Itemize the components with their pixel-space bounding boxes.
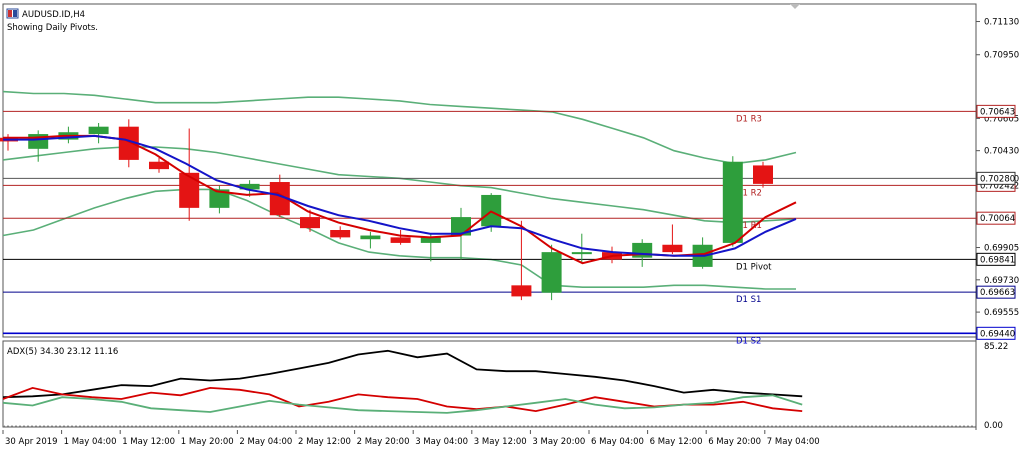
candle[interactable] [541, 244, 562, 301]
price-tag-label: 0.70643 [980, 107, 1015, 117]
envelope-band-1 [2, 90, 797, 165]
y-tick-label: 0.71130 [984, 18, 1019, 28]
x-tick-label: 1 May 04:00 [64, 437, 117, 447]
candle[interactable] [300, 209, 320, 232]
price-tag: 0.69440 [976, 326, 1016, 340]
pivot-label-d1-r2: D1 R2 [736, 188, 762, 198]
window-icon [6, 8, 19, 19]
current-price-tag: 0.70280 [976, 171, 1016, 185]
candle[interactable] [330, 226, 351, 240]
candle[interactable] [88, 122, 109, 144]
y-tick-label: 0.70605 [984, 114, 1019, 124]
candle-body [179, 172, 200, 208]
candle-body [753, 165, 773, 184]
candle[interactable] [209, 185, 230, 214]
pivot-label-d1-r1: D1 R1 [736, 221, 762, 231]
x-tick-label: 6 May 20:00 [708, 437, 761, 447]
candle[interactable] [390, 229, 411, 245]
adx-main-line [2, 349, 803, 399]
pivot-note: Showing Daily Pivots. [7, 23, 98, 33]
price-tag-label: 0.70064 [980, 214, 1015, 224]
pivot-label-d1-pivot: D1 Pivot [736, 262, 772, 272]
candle-body [662, 244, 683, 253]
y-tick-label: 0.69555 [984, 308, 1019, 318]
candle[interactable] [118, 119, 139, 168]
candle-body [118, 126, 139, 160]
x-tick-label: 1 May 20:00 [181, 437, 234, 447]
candle-body [541, 252, 562, 293]
candle[interactable] [179, 128, 200, 221]
candle-body [722, 161, 743, 243]
candle-body [330, 229, 351, 238]
price-tag-label: 0.69440 [980, 329, 1015, 339]
price-tag: 0.70643 [976, 104, 1016, 118]
x-tick-label: 3 May 20:00 [532, 437, 585, 447]
price-tag: 0.69663 [976, 285, 1016, 299]
price-plot-area[interactable] [2, 3, 977, 338]
x-tick-label: 6 May 04:00 [591, 437, 644, 447]
y-tick-label: 0.70950 [984, 51, 1019, 61]
candle-body [88, 126, 109, 135]
candle[interactable] [511, 220, 532, 301]
adx-y-tick-label: 0.00 [984, 421, 1003, 431]
candle[interactable] [722, 156, 743, 247]
candle[interactable] [360, 231, 381, 249]
y-tick-label: 0.70430 [984, 147, 1019, 157]
adx-plot-area[interactable] [2, 340, 977, 428]
x-tick-label: 3 May 12:00 [474, 437, 527, 447]
pivot-label-d1-s1: D1 S1 [736, 295, 761, 305]
y-tick-label: 0.69905 [984, 244, 1019, 254]
x-tick-label: 2 May 20:00 [357, 437, 410, 447]
symbol-label: AUDUSD.ID,H4 [22, 10, 85, 20]
price-tag-label: 0.69663 [980, 288, 1015, 298]
y-tick-label: 0.69730 [984, 276, 1019, 286]
candle-body [420, 237, 441, 243]
x-tick-label: 2 May 04:00 [239, 437, 292, 447]
candle[interactable] [753, 161, 773, 188]
adx-title: ADX(5) 34.30 23.12 11.16 [7, 347, 118, 357]
candle-body [149, 161, 169, 170]
candle-body [571, 252, 592, 255]
candle-body [511, 285, 532, 297]
x-tick-label: 3 May 04:00 [415, 437, 468, 447]
candle[interactable] [662, 224, 683, 254]
current-price-label: 0.70280 [980, 174, 1015, 184]
price-tag: 0.69841 [976, 252, 1016, 266]
candle-body [209, 189, 230, 208]
x-tick-label: 1 May 12:00 [122, 437, 175, 447]
pivot-label-d1-s2: D1 S2 [736, 336, 761, 346]
pivot-label-d1-r3: D1 R3 [736, 114, 762, 124]
x-tick-label: 7 May 04:00 [767, 437, 820, 447]
candle-body [239, 183, 260, 190]
adx-minus-di-line [2, 394, 803, 414]
candle-body [300, 217, 320, 229]
candle-body [390, 237, 411, 243]
price-tag-label: 0.69841 [980, 255, 1015, 265]
shift-marker-icon[interactable] [790, 4, 800, 9]
x-tick-label: 30 Apr 2019 [5, 437, 58, 447]
candle-body [360, 235, 381, 240]
candle[interactable] [149, 158, 169, 173]
x-tick-label: 2 May 12:00 [298, 437, 351, 447]
x-tick-label: 6 May 12:00 [650, 437, 703, 447]
adx-y-tick-label: 85.22 [984, 342, 1008, 352]
candle-body [269, 182, 290, 216]
slow-moving-average-line [3, 134, 797, 257]
price-tag: 0.70064 [976, 211, 1016, 225]
price-tag-label: 0.70242 [980, 181, 1015, 191]
envelope-band-3 [2, 188, 796, 290]
